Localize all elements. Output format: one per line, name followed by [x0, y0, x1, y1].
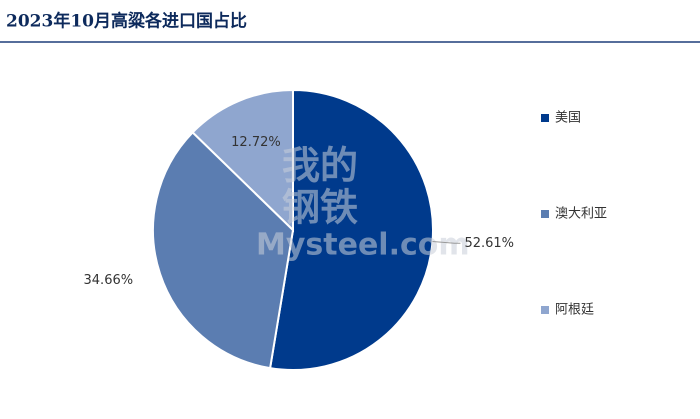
data-label: 12.72%	[231, 135, 281, 150]
pie-slice	[268, 88, 434, 371]
pie-slice	[152, 130, 295, 370]
watermark: Mysteel.com	[256, 228, 470, 263]
watermark: 我的	[282, 144, 358, 188]
legend-swatch	[541, 210, 549, 218]
legend-swatch	[541, 306, 549, 314]
data-label: 34.66%	[84, 273, 134, 288]
pie-slice	[191, 88, 294, 233]
watermark: 钢铁	[282, 186, 358, 230]
legend-label: 阿根廷	[555, 303, 594, 318]
legend-label: 美国	[555, 111, 581, 126]
chart-title: 2023年10月高粱各进口国占比	[6, 11, 247, 32]
legend-label: 澳大利亚	[555, 206, 607, 222]
pie	[152, 88, 434, 371]
legend-swatch	[541, 114, 549, 122]
leader-line	[432, 240, 461, 244]
data-label: 52.61%	[464, 236, 514, 251]
